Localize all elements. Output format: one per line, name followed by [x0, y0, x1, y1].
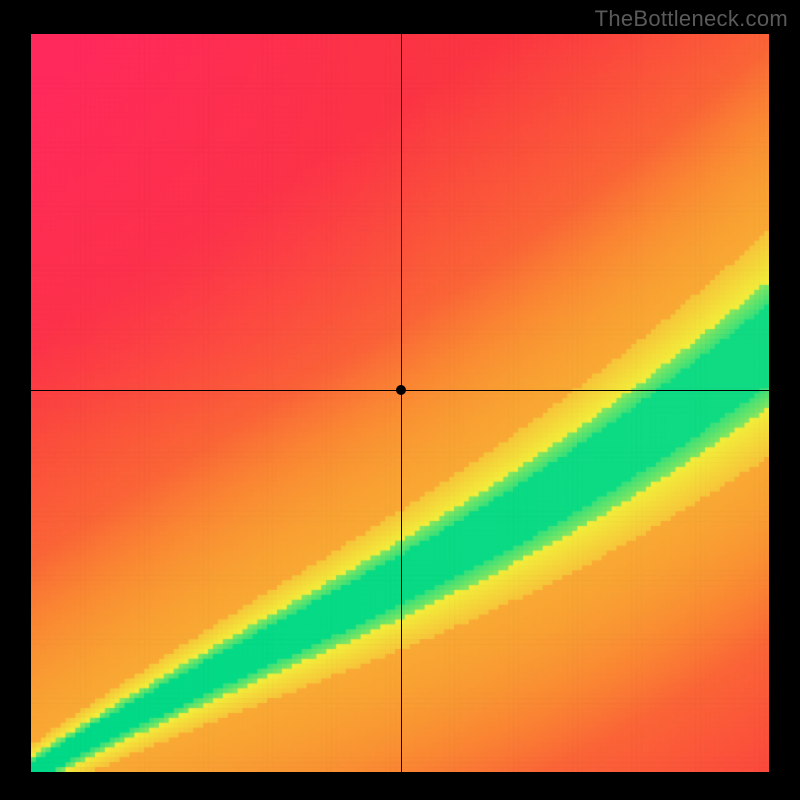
stage: TheBottleneck.com: [0, 0, 800, 800]
heatmap-chart: [31, 34, 769, 772]
credit-text: TheBottleneck.com: [595, 6, 788, 32]
crosshair-vertical: [401, 34, 402, 772]
crosshair-marker: [396, 385, 406, 395]
